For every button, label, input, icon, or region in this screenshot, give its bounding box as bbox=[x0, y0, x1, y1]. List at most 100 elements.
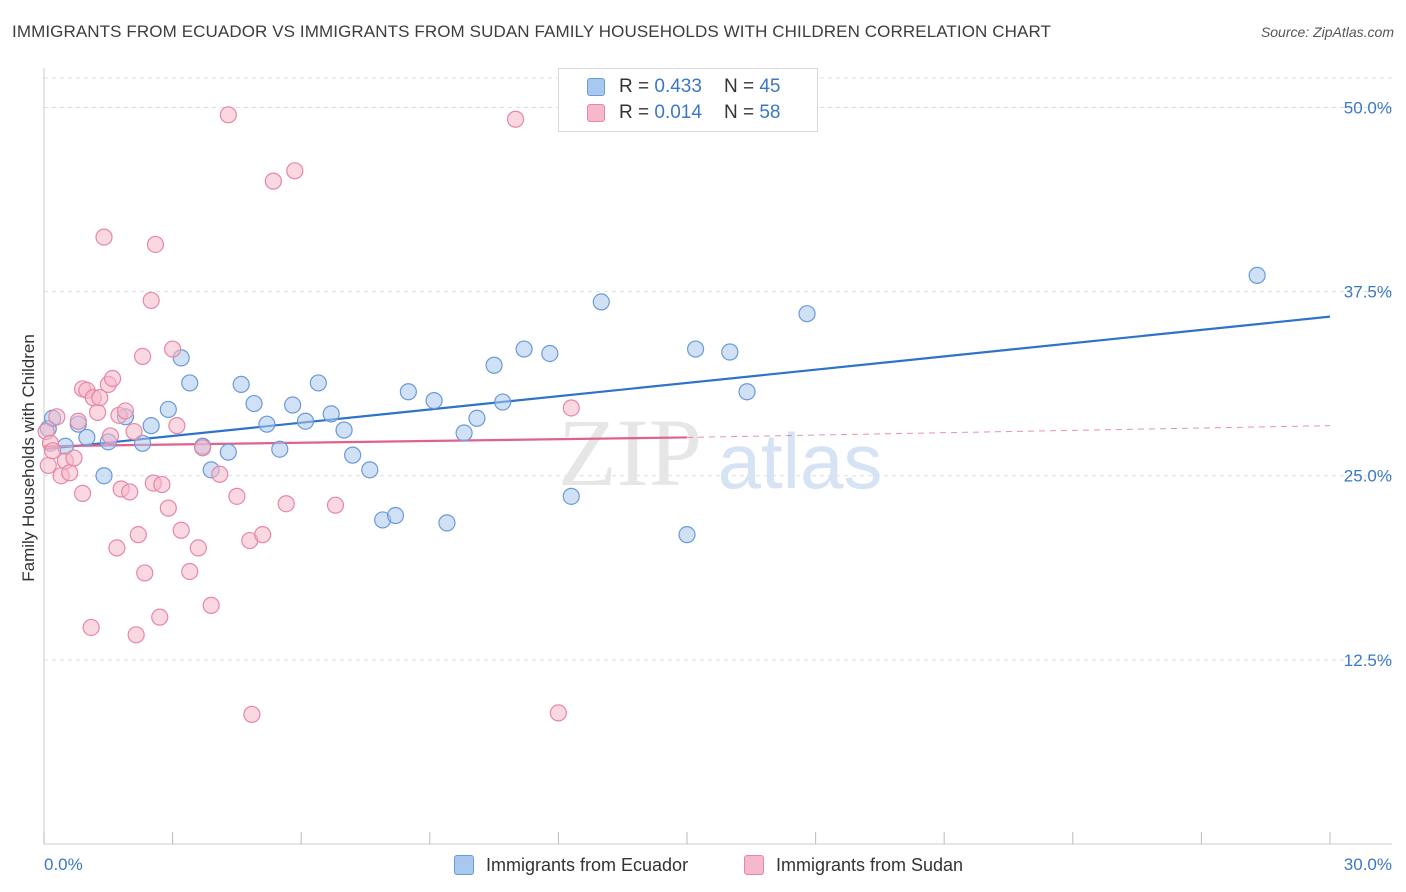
data-points bbox=[37, 106, 1266, 723]
x-tick-label-0: 0.0% bbox=[44, 855, 83, 874]
sudan-point-56 bbox=[562, 399, 580, 417]
sudan-point-43 bbox=[202, 596, 220, 614]
sudan-point-25 bbox=[121, 483, 139, 501]
y-tick-label-3: 50.0% bbox=[1344, 98, 1392, 117]
sudan-point-7 bbox=[61, 464, 79, 482]
ecuador-point-15 bbox=[219, 443, 237, 461]
sudan-point-4 bbox=[48, 408, 66, 426]
sudan-point-17 bbox=[95, 228, 113, 246]
sudan-point-30 bbox=[136, 564, 154, 582]
ecuador-point-23 bbox=[322, 405, 340, 423]
x-tick-label-1: 30.0% bbox=[1344, 855, 1392, 874]
ecuador-point-10 bbox=[159, 400, 177, 419]
ecuador-point-40 bbox=[678, 526, 696, 544]
ecuador-point-16 bbox=[232, 375, 250, 393]
legend-n-label-ecuador: N = bbox=[723, 76, 755, 97]
legend-row-sudan: R = 0.014 N = 58 bbox=[587, 101, 780, 125]
ecuador-point-12 bbox=[181, 374, 199, 392]
correlation-legend: R = 0.433 N = 45 R = 0.014 N = 58 bbox=[558, 68, 818, 132]
chart-title: IMMIGRANTS FROM ECUADOR VS IMMIGRANTS FR… bbox=[12, 22, 1052, 41]
sudan-point-29 bbox=[133, 347, 152, 366]
sudan-point-42 bbox=[194, 439, 212, 457]
sudan-point-41 bbox=[189, 539, 207, 557]
sudan-point-8 bbox=[65, 449, 83, 467]
ecuador-point-17 bbox=[245, 394, 263, 413]
bottom-legend-ecuador: Immigrants from Ecuador bbox=[454, 852, 688, 878]
sudan-point-52 bbox=[286, 162, 304, 180]
sudan-point-34 bbox=[151, 608, 169, 626]
watermark-atlas: atlas bbox=[718, 417, 883, 505]
sudan-point-9 bbox=[69, 412, 87, 430]
sudan-point-54 bbox=[506, 110, 525, 128]
bottom-legend-label-ecuador: Immigrants from Ecuador bbox=[486, 854, 689, 875]
sudan-point-48 bbox=[243, 705, 261, 723]
gridlines bbox=[44, 77, 1392, 661]
legend-n-value-sudan: 58 bbox=[759, 102, 781, 123]
ecuador-point-29 bbox=[399, 383, 417, 401]
bottom-legend-swatch-ecuador bbox=[454, 855, 474, 875]
legend-swatch-sudan bbox=[587, 104, 605, 122]
legend-n-label-sudan: N = bbox=[723, 102, 755, 123]
ecuador-point-42 bbox=[721, 343, 739, 361]
sudan-point-26 bbox=[125, 422, 143, 441]
ecuador-point-35 bbox=[494, 393, 512, 411]
ecuador-point-38 bbox=[562, 487, 580, 505]
sudan-point-19 bbox=[101, 427, 120, 445]
ecuador-point-39 bbox=[592, 293, 610, 311]
sudan-point-20 bbox=[103, 369, 122, 388]
ecuador-point-20 bbox=[284, 396, 302, 414]
legend-swatch-ecuador bbox=[587, 78, 605, 96]
ecuador-trendline-0 bbox=[43, 315, 1331, 451]
ecuador-point-34 bbox=[485, 356, 503, 374]
ecuador-point-41 bbox=[686, 340, 705, 358]
ecuador-point-4 bbox=[78, 428, 96, 447]
sudan-point-27 bbox=[127, 626, 145, 644]
bottom-legend-swatch-sudan bbox=[744, 855, 764, 875]
sudan-point-13 bbox=[82, 618, 100, 637]
sudan-point-39 bbox=[172, 521, 190, 539]
ecuador-point-19 bbox=[271, 440, 289, 458]
sudan-trendline-2 bbox=[686, 425, 1331, 438]
ecuador-point-24 bbox=[335, 421, 353, 439]
ecuador-point-25 bbox=[344, 446, 362, 464]
y-tick-label-2: 37.5% bbox=[1344, 283, 1392, 302]
bottom-legend-label-sudan: Immigrants from Sudan bbox=[776, 854, 964, 875]
source-label: Source: ZipAtlas.com bbox=[1260, 24, 1394, 40]
sudan-point-15 bbox=[88, 403, 107, 421]
sudan-point-3 bbox=[43, 442, 62, 460]
legend-r-label-ecuador: R = bbox=[619, 76, 650, 97]
sudan-trendline-1 bbox=[43, 436, 688, 448]
ecuador-point-37 bbox=[541, 344, 559, 363]
ecuador-point-33 bbox=[468, 409, 486, 427]
ecuador-point-21 bbox=[296, 412, 315, 430]
sudan-point-38 bbox=[168, 417, 186, 435]
sudan-point-33 bbox=[146, 235, 165, 254]
bottom-legend-sudan: Immigrants from Sudan bbox=[744, 852, 963, 878]
ecuador-point-44 bbox=[798, 305, 816, 323]
sudan-point-35 bbox=[153, 475, 171, 494]
sudan-point-31 bbox=[142, 291, 160, 310]
sudan-point-46 bbox=[228, 487, 246, 505]
watermark-zip: ZIP bbox=[558, 399, 702, 506]
ecuador-point-5 bbox=[95, 467, 113, 485]
sudan-point-24 bbox=[116, 402, 135, 420]
ecuador-point-43 bbox=[738, 383, 756, 401]
ecuador-point-22 bbox=[309, 374, 327, 392]
sudan-point-1 bbox=[39, 456, 57, 475]
ecuador-point-9 bbox=[142, 417, 160, 435]
sudan-point-53 bbox=[326, 496, 345, 514]
sudan-point-37 bbox=[164, 340, 182, 358]
ecuador-point-26 bbox=[361, 461, 379, 479]
axis-labels: 12.5% 25.0% 37.5% 50.0% 0.0% 30.0% Family Hous… bbox=[19, 98, 1392, 874]
ecuador-point-32 bbox=[455, 424, 473, 442]
legend-r-label-sudan: R = bbox=[619, 102, 650, 123]
legend-n-value-ecuador: 45 bbox=[759, 76, 781, 97]
sudan-point-44 bbox=[211, 465, 229, 483]
legend-r-value-ecuador: 0.433 bbox=[654, 76, 702, 97]
sudan-point-49 bbox=[254, 526, 272, 544]
legend-r-value-sudan: 0.014 bbox=[654, 102, 702, 123]
ecuador-point-36 bbox=[515, 340, 533, 358]
ecuador-point-30 bbox=[425, 392, 443, 410]
axes bbox=[43, 68, 1392, 845]
